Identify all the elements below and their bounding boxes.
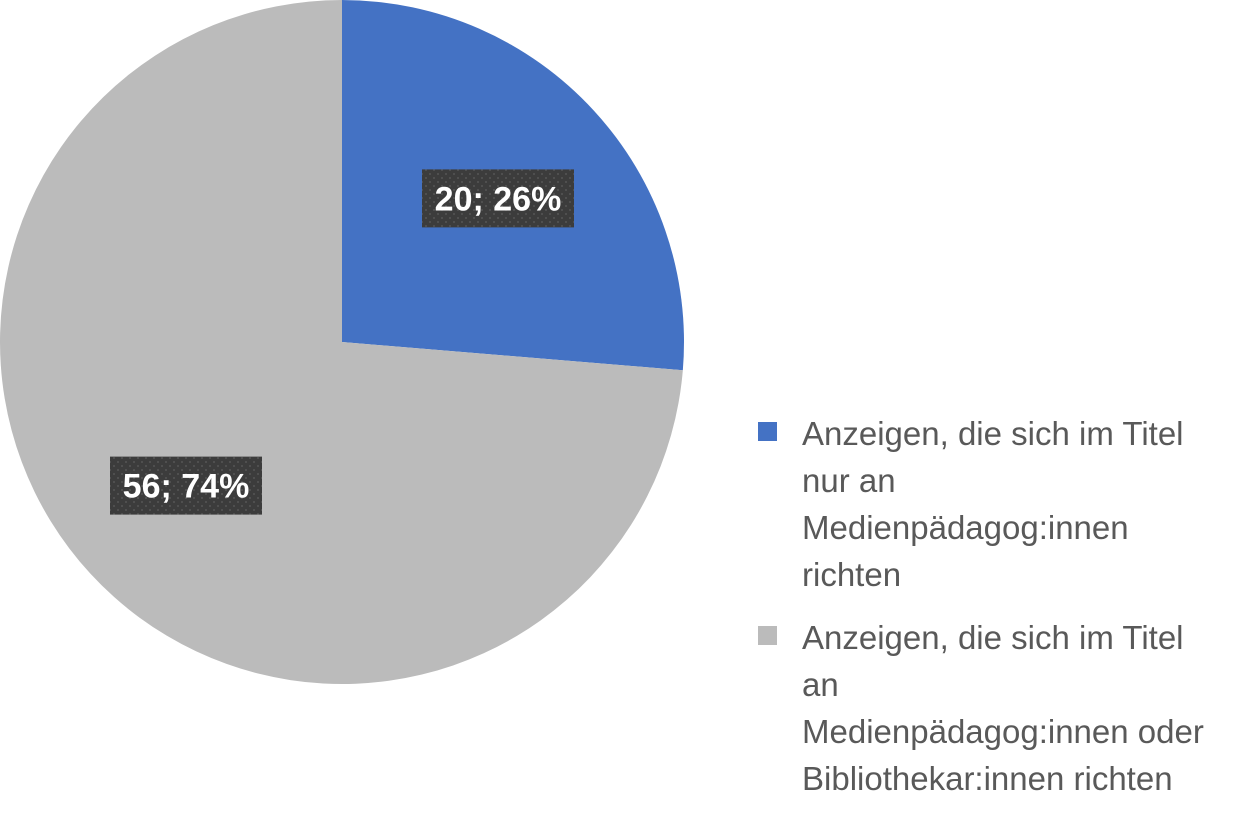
data-label-titel-nur-medienpaedagogen: 20; 26% xyxy=(422,169,575,228)
legend-label-line: nur an Medienpädagog:innen xyxy=(802,462,1129,546)
data-label-background xyxy=(109,456,262,515)
legend-swatch-gray xyxy=(758,626,777,645)
legend-label-line: Bibliothekar:innen richten xyxy=(802,760,1173,797)
legend-item-titel-nur-medienpaedagogen: Anzeigen, die sich im Titel nur an Medie… xyxy=(758,410,1228,598)
legend-item-titel-medienpaedagogen-oder-bibliothekare: Anzeigen, die sich im Titel an Medienpäd… xyxy=(758,614,1228,802)
data-label-titel-medienpaedagogen-oder-bibliothekare: 56; 74% xyxy=(109,456,262,515)
pie-chart: 20; 26% 56; 74% xyxy=(0,0,684,684)
data-label-background xyxy=(422,169,575,228)
legend: Anzeigen, die sich im Titel nur an Medie… xyxy=(758,410,1228,818)
data-label-text: 20; 26% xyxy=(435,180,562,218)
legend-label-line: Medienpädagog:innen oder xyxy=(802,713,1204,750)
legend-label-line: Anzeigen, die sich im Titel an xyxy=(802,619,1184,703)
legend-swatch-blue xyxy=(758,422,777,441)
legend-label-line: Anzeigen, die sich im Titel xyxy=(802,415,1184,452)
legend-label-line: richten xyxy=(802,556,902,593)
data-label-text: 56; 74% xyxy=(123,468,250,506)
